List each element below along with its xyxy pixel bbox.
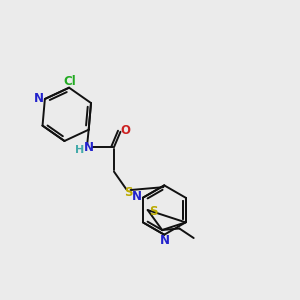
- Text: N: N: [160, 234, 170, 247]
- Text: Cl: Cl: [64, 75, 76, 88]
- Text: N: N: [83, 141, 93, 154]
- Text: S: S: [124, 186, 133, 199]
- Text: O: O: [121, 124, 130, 137]
- Text: N: N: [132, 190, 142, 203]
- Text: N: N: [34, 92, 44, 105]
- Text: S: S: [149, 205, 157, 218]
- Text: H: H: [75, 145, 84, 154]
